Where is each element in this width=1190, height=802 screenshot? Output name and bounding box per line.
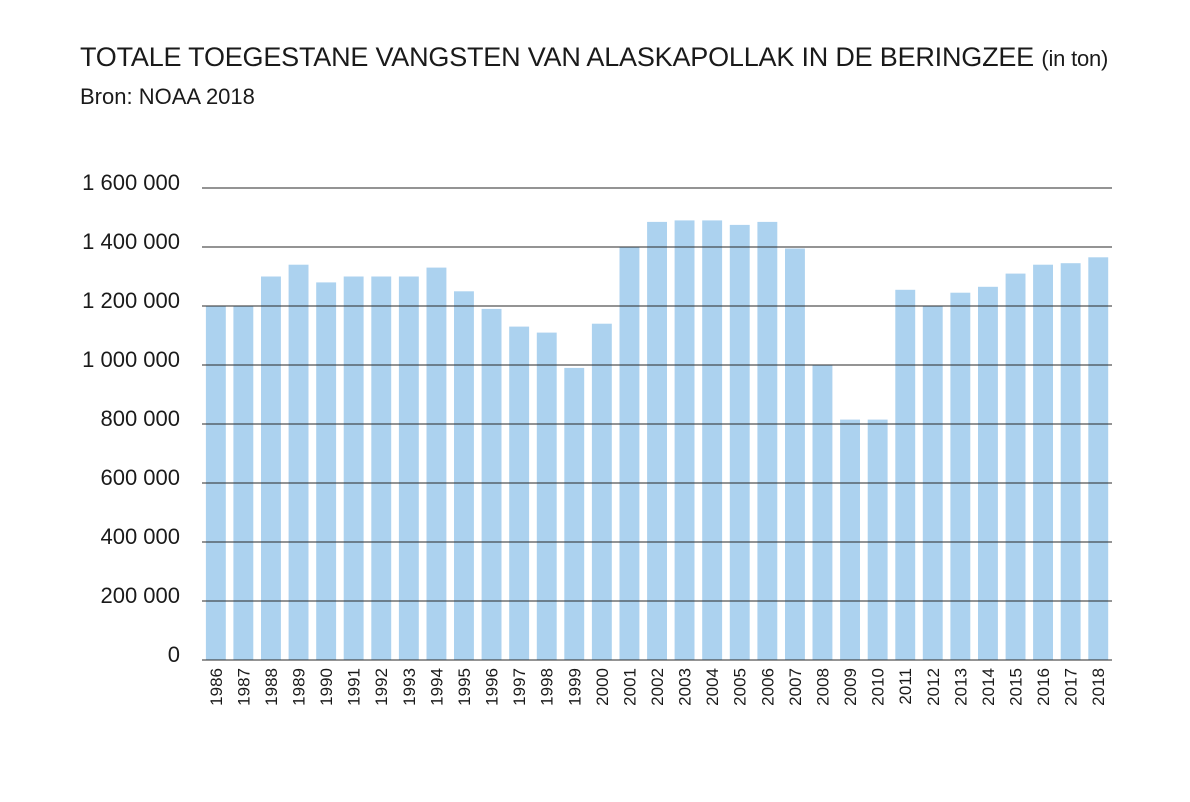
bar-2003	[674, 220, 695, 660]
x-tick-label: 1999	[565, 668, 584, 706]
bar-1993	[398, 276, 419, 660]
bar-2017	[1060, 263, 1081, 660]
bar-1994	[426, 267, 447, 660]
x-tick-label: 1995	[455, 668, 474, 706]
x-tick-label: 1992	[372, 668, 391, 706]
bar-1990	[316, 282, 337, 660]
x-tick-label: 1998	[538, 668, 557, 706]
bar-1995	[454, 291, 474, 661]
x-tick-label: 1991	[345, 668, 364, 706]
x-tick-label: 2018	[1089, 668, 1108, 706]
bar-2010	[867, 419, 888, 660]
y-tick-label: 800 000	[100, 406, 180, 431]
x-axis-ticks: 1986 1987 1988 1989 1990 1991 1992 1993 1994 1995…	[207, 668, 1108, 706]
x-tick-label: 1988	[262, 668, 281, 706]
bar-2009	[840, 419, 860, 660]
y-axis-ticks: 0 200 000 400 000 600 000 800 000 1 000 000 1 …	[82, 170, 180, 667]
x-tick-label: 2012	[924, 668, 943, 706]
chart-title: TOTALE TOEGESTANE VANGSTEN VAN ALASKAPOL…	[80, 42, 1108, 73]
y-tick-label: 1 200 000	[82, 288, 180, 313]
bar-2001	[619, 247, 640, 660]
y-tick-label: 0	[168, 642, 180, 667]
bar-1989	[288, 264, 309, 660]
x-tick-label: 1986	[207, 668, 226, 706]
bar-2007	[785, 248, 805, 660]
x-tick-label: 2005	[731, 668, 750, 706]
y-tick-label: 200 000	[100, 583, 180, 608]
bar-1991	[343, 276, 364, 660]
bar-2005	[729, 224, 750, 660]
x-tick-label: 2008	[814, 668, 833, 706]
bar-2018	[1088, 257, 1109, 660]
bar-2014	[978, 286, 998, 660]
bar-2015	[1005, 273, 1026, 660]
bar-1992	[371, 276, 392, 660]
x-tick-label: 2011	[896, 668, 915, 705]
x-tick-label: 2003	[676, 668, 695, 706]
y-tick-label: 600 000	[100, 465, 180, 490]
bar-2016	[1033, 264, 1053, 660]
x-tick-label: 2014	[979, 668, 998, 706]
bars	[205, 220, 1109, 661]
x-tick-label: 2000	[593, 668, 612, 706]
bar-2008	[812, 365, 833, 660]
gridlines	[202, 187, 1112, 661]
bar-2002	[647, 221, 667, 660]
x-tick-label: 2015	[1007, 668, 1026, 706]
x-tick-label: 1989	[290, 668, 309, 706]
x-tick-label: 1996	[483, 668, 502, 706]
x-tick-label: 2016	[1034, 668, 1053, 706]
bar-2006	[757, 221, 778, 660]
x-tick-label: 2002	[648, 668, 667, 706]
y-tick-label: 1 400 000	[82, 229, 180, 254]
y-tick-label: 1 000 000	[82, 347, 180, 372]
y-tick-label: 1 600 000	[82, 170, 180, 195]
chart-title-unit: (in ton)	[1041, 46, 1109, 71]
x-tick-label: 2006	[758, 668, 777, 706]
bar-1988	[261, 276, 281, 660]
chart-source: Bron: NOAA 2018	[80, 84, 255, 109]
bar-1997	[509, 326, 530, 660]
x-tick-label: 2001	[620, 668, 639, 706]
chart-title-text: TOTALE TOEGESTANE VANGSTEN VAN ALASKAPOL…	[80, 42, 1034, 72]
x-tick-label: 1990	[317, 668, 336, 706]
y-tick-label: 400 000	[100, 524, 180, 549]
x-tick-label: 1994	[427, 668, 446, 706]
bar-2011	[895, 289, 916, 660]
bar-1999	[564, 367, 585, 660]
bar-2004	[702, 220, 723, 660]
x-tick-label: 1997	[510, 668, 529, 706]
bar-1998	[536, 332, 557, 660]
x-tick-label: 2017	[1062, 668, 1081, 706]
x-tick-label: 2007	[786, 668, 805, 706]
bar-2000	[591, 323, 612, 660]
x-tick-label: 2004	[703, 668, 722, 706]
x-tick-label: 2013	[951, 668, 970, 706]
bar-2013	[950, 292, 971, 660]
x-tick-label: 1993	[400, 668, 419, 706]
x-tick-label: 1987	[234, 668, 253, 706]
x-tick-label: 2009	[841, 668, 860, 706]
x-tick-label: 2010	[869, 668, 888, 706]
bar-1996	[481, 308, 502, 660]
